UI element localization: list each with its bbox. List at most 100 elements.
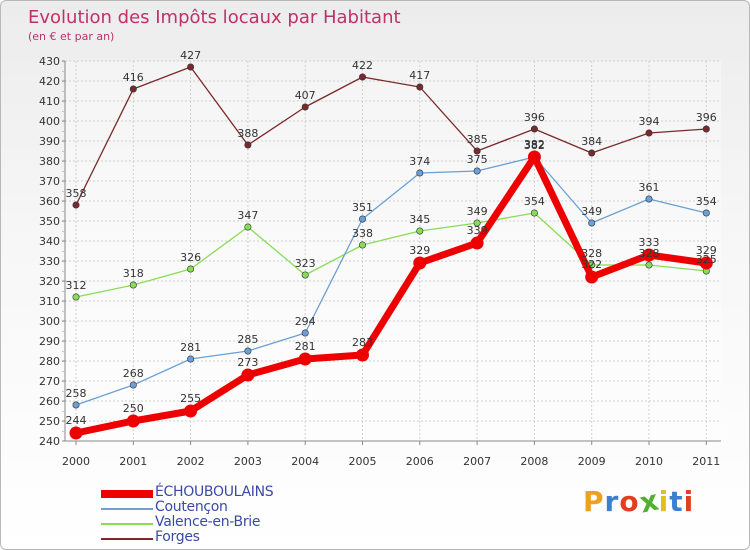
legend-swatch: [101, 538, 153, 540]
data-point: [187, 265, 195, 273]
x-tick-label: 2003: [234, 455, 262, 468]
data-point: [72, 293, 80, 301]
data-label: 281: [295, 340, 316, 353]
data-point: [645, 129, 653, 137]
legend-item: ÉCHOUBOULAINS: [101, 484, 361, 501]
data-label: 325: [696, 253, 717, 266]
legend-label: ÉCHOUBOULAINS: [155, 484, 274, 500]
data-point: [301, 329, 309, 337]
y-tick-label: 330: [39, 255, 60, 268]
logo-letter: i: [658, 485, 670, 518]
data-label: 273: [237, 356, 258, 369]
data-point: [187, 63, 195, 71]
data-point: [244, 223, 252, 231]
data-point: [358, 73, 366, 81]
data-label: 382: [524, 138, 545, 151]
data-point: [588, 149, 596, 157]
y-tick-label: 430: [39, 55, 60, 68]
data-point: [244, 347, 252, 355]
y-tick-label: 400: [39, 115, 60, 128]
data-label: 388: [237, 127, 258, 140]
data-point: [129, 85, 137, 93]
legend-item: Forges: [101, 529, 361, 546]
data-point: [356, 348, 369, 362]
data-label: 394: [639, 115, 660, 128]
data-label: 328: [581, 247, 602, 260]
data-point: [241, 368, 255, 382]
chart-subtitle: (en € et par an): [28, 30, 114, 43]
data-point: [301, 271, 309, 279]
data-label: 244: [66, 414, 87, 427]
data-point: [585, 270, 599, 284]
data-point: [473, 147, 481, 155]
data-point: [642, 248, 656, 262]
data-point: [129, 281, 137, 289]
y-tick-label: 320: [39, 275, 60, 288]
data-label: 354: [524, 195, 545, 208]
y-tick-label: 290: [39, 335, 60, 348]
data-point: [416, 83, 424, 91]
data-label: 323: [295, 257, 316, 270]
legend-item: Coutençon: [101, 499, 361, 516]
data-label: 268: [123, 367, 144, 380]
data-label: 349: [467, 205, 488, 218]
data-point: [702, 209, 710, 217]
data-label: 349: [581, 205, 602, 218]
series-line-forges: [75, 66, 707, 206]
data-label: 339: [467, 224, 488, 237]
data-label: 396: [696, 111, 717, 124]
data-label: 385: [467, 133, 488, 146]
data-label: 375: [467, 153, 488, 166]
x-tick-label: 2008: [520, 455, 548, 468]
data-point: [358, 241, 366, 249]
data-label: 294: [295, 315, 316, 328]
y-tick-label: 310: [39, 295, 60, 308]
data-point: [129, 381, 137, 389]
data-point: [187, 355, 195, 363]
y-tick-label: 420: [39, 75, 60, 88]
x-tick-label: 2000: [62, 455, 90, 468]
series-line--chouboulains: [72, 153, 710, 437]
data-point: [416, 169, 424, 177]
data-label: 382: [524, 139, 545, 152]
data-label: 281: [180, 341, 201, 354]
y-tick-label: 360: [39, 195, 60, 208]
x-tick-label: 2006: [406, 455, 434, 468]
y-tick-label: 300: [39, 315, 60, 328]
data-label: 345: [409, 213, 430, 226]
data-label: 258: [66, 387, 87, 400]
data-label: 354: [696, 195, 717, 208]
data-label: 328: [639, 247, 660, 260]
data-label: 318: [123, 267, 144, 280]
plot-area: [65, 61, 721, 441]
logo-letter: i: [683, 485, 695, 518]
y-tick-label: 410: [39, 95, 60, 108]
data-point: [358, 215, 366, 223]
series-layer: [69, 63, 713, 440]
y-tick-label: 350: [39, 215, 60, 228]
data-label: 326: [180, 251, 201, 264]
data-label: 358: [66, 187, 87, 200]
chart-title: Evolution des Impôts locaux par Habitant: [28, 7, 401, 28]
x-tick-label: 2001: [119, 455, 147, 468]
data-point: [126, 414, 140, 428]
y-tick-label: 270: [39, 375, 60, 388]
data-point: [473, 167, 481, 175]
data-label: 422: [352, 59, 373, 72]
data-label: 407: [295, 89, 316, 102]
data-label: 329: [696, 244, 717, 257]
data-point: [530, 125, 538, 133]
data-label: 427: [180, 49, 201, 62]
x-tick-label: 2002: [177, 455, 205, 468]
data-label: 417: [409, 69, 430, 82]
data-point: [72, 401, 80, 409]
data-point: [301, 103, 309, 111]
x-tick-label: 2011: [692, 455, 720, 468]
x-tick-label: 2004: [291, 455, 319, 468]
data-point: [473, 219, 481, 227]
legend: ÉCHOUBOULAINS Coutençon Valence-en-Brie For…: [101, 484, 361, 546]
data-label: 338: [352, 227, 373, 240]
data-label: 285: [237, 333, 258, 346]
data-point: [530, 209, 538, 217]
